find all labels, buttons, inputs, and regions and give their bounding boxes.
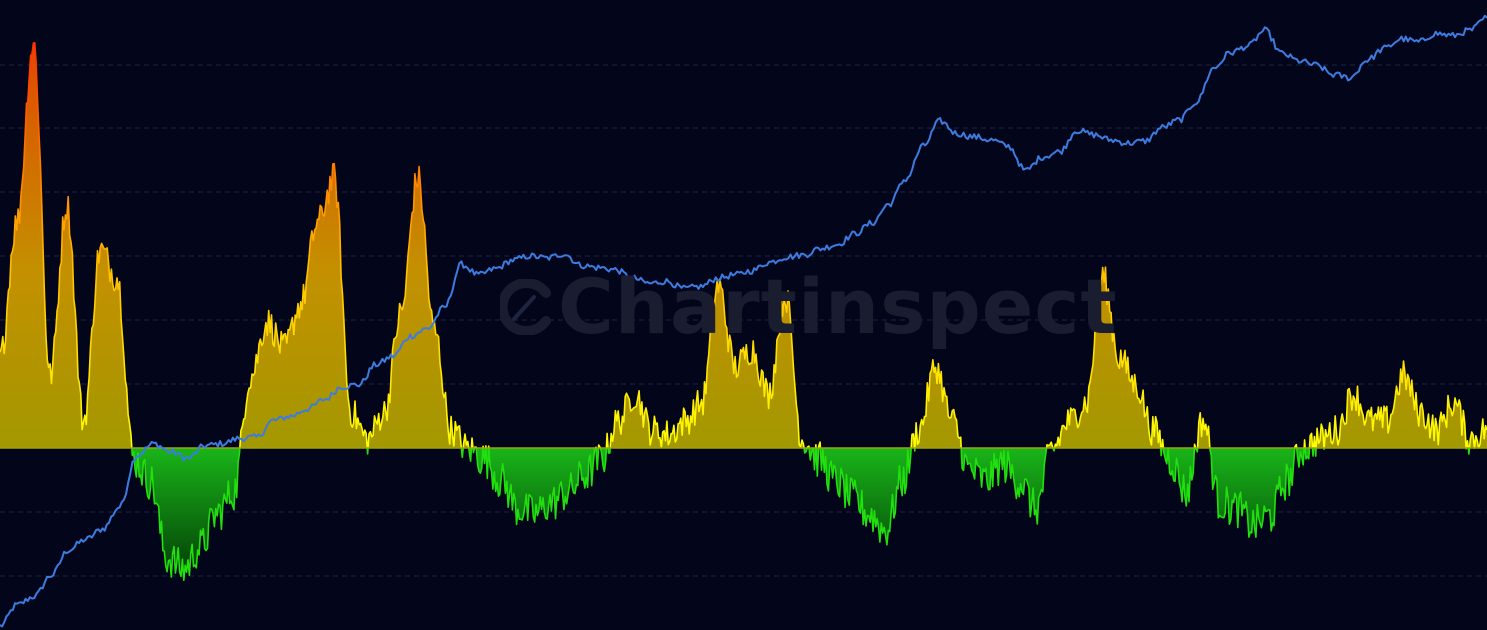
gridlines: [0, 64, 1487, 577]
oscillator-positive: [0, 42, 1487, 448]
price-line: [0, 14, 1487, 628]
oscillator-positive-line: [0, 42, 1487, 448]
oscillator-negative-line: [131, 448, 1480, 582]
oscillator-negative-area: [0, 448, 1487, 581]
oscillator-negative: [0, 448, 1487, 582]
oscillator-positive-area: [0, 42, 1487, 448]
